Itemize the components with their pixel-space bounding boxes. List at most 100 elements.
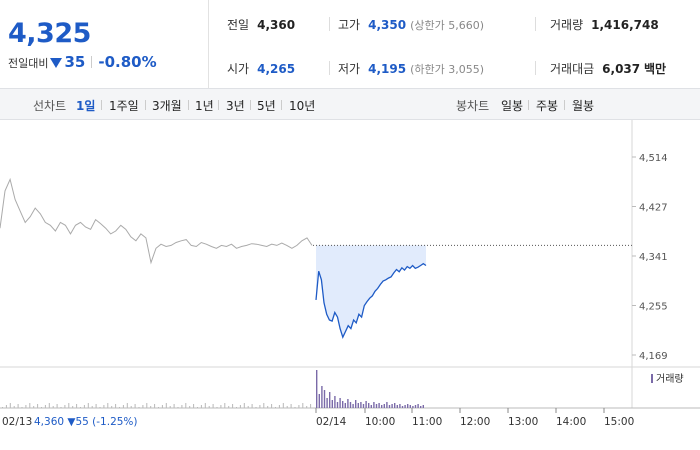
prev-day-label: 02/13 <box>2 416 32 428</box>
volume-bar <box>243 403 245 408</box>
tab-daily-candle[interactable]: 일봉 <box>501 99 524 113</box>
divider <box>218 100 219 110</box>
tab-1y[interactable]: 1년 <box>195 99 214 113</box>
volume-bar <box>212 404 214 408</box>
divider <box>329 17 330 31</box>
volume-bar <box>2 407 3 408</box>
volume-bar <box>334 396 336 408</box>
divider <box>101 100 102 110</box>
volume-bar <box>370 405 372 408</box>
volume-bar <box>381 405 383 408</box>
tab-10y[interactable]: 10년 <box>289 99 316 113</box>
volume-bar <box>122 405 124 408</box>
divider <box>535 61 536 75</box>
volume-bar <box>83 405 85 408</box>
volume-bar <box>25 405 27 408</box>
volume-bar <box>111 406 113 408</box>
volume-bar <box>107 403 109 408</box>
volume-label: 거래량 <box>550 18 584 32</box>
y-tick-label: 4,427 <box>639 203 668 214</box>
y-tick-label: 4,255 <box>639 302 668 313</box>
volume-bar <box>204 403 206 408</box>
divider <box>535 17 536 31</box>
tab-3m[interactable]: 3개월 <box>152 99 182 113</box>
volume-bar <box>103 405 105 408</box>
divider <box>329 61 330 75</box>
volume-bar <box>48 403 50 408</box>
volume-bar <box>294 407 296 408</box>
volume-bar <box>404 405 406 408</box>
volume-bar <box>154 404 156 408</box>
amount-value: 6,037 <box>602 62 641 76</box>
volume-bar <box>352 404 354 408</box>
volume-bar <box>344 403 346 408</box>
volume-bar <box>326 398 328 408</box>
volume-bar <box>95 404 97 408</box>
volume-bar <box>420 406 422 408</box>
volume-bar <box>388 405 391 408</box>
tab-1d[interactable]: 1일 <box>76 99 96 113</box>
volume-bar <box>208 406 210 408</box>
trade-amount: 거래대금 6,037 백만 <box>550 60 666 77</box>
volume-bars <box>2 370 424 408</box>
divider <box>528 100 529 110</box>
volume-value: 1,416,748 <box>591 18 659 32</box>
volume-bar <box>355 400 357 408</box>
volume-bar <box>321 386 323 408</box>
prev-close-label: 전일 <box>227 18 250 32</box>
divider <box>564 100 565 110</box>
volume-legend-swatch <box>651 374 653 383</box>
divider <box>281 100 282 110</box>
volume-bar <box>298 405 300 408</box>
volume-bar <box>158 407 159 408</box>
volume-bar <box>9 403 11 408</box>
below-prev-close-fill <box>316 245 426 338</box>
volume-bar <box>173 404 175 408</box>
low-price: 저가 4,195 (하한가 3,055) <box>338 60 484 77</box>
tab-3y[interactable]: 3년 <box>226 99 245 113</box>
volume-bar <box>177 407 179 408</box>
high-value: 4,350 <box>368 18 407 32</box>
volume-bar <box>323 390 326 408</box>
volume-bar <box>130 406 132 408</box>
volume-bar <box>64 405 66 408</box>
down-arrow-icon <box>50 58 63 68</box>
divider <box>91 56 93 68</box>
tab-5y[interactable]: 5년 <box>257 99 276 113</box>
volume-bar <box>44 405 46 408</box>
tab-weekly-candle[interactable]: 주봉 <box>536 99 559 113</box>
x-tick-label: 12:00 <box>460 416 490 428</box>
volume-bar <box>228 406 230 408</box>
volume-bar <box>193 404 195 408</box>
volume-bar <box>275 407 276 408</box>
volume-bar <box>302 403 304 408</box>
volume-bar <box>72 406 74 408</box>
amount-label: 거래대금 <box>550 62 595 76</box>
volume-bar <box>286 406 288 408</box>
volume-bar <box>318 394 320 408</box>
tab-monthly-candle[interactable]: 월봉 <box>572 99 595 113</box>
quote-panel: 4,325 전일대비 35 -0.80% 전일 4,360 고가 4,350 (상한가 5… <box>0 0 700 88</box>
volume-bar <box>357 403 359 408</box>
lower-limit: (하한가 3,055) <box>410 63 484 76</box>
series-line-previous-day <box>0 177 313 265</box>
x-tick-label: 15:00 <box>604 416 634 428</box>
volume-bar <box>41 407 42 408</box>
tab-1w[interactable]: 1주일 <box>109 99 139 113</box>
x-tick-label: 14:00 <box>556 416 586 428</box>
volume-bar <box>142 405 144 408</box>
fill-area <box>316 245 426 338</box>
volume-bar <box>399 404 401 408</box>
volume-bar <box>263 403 265 408</box>
volume-bar <box>87 403 89 408</box>
volume-bar <box>255 407 257 408</box>
volume-bar <box>236 407 237 408</box>
line-chart-title: 선차트 <box>33 99 67 113</box>
volume-bar <box>68 403 70 408</box>
y-tick-label: 4,169 <box>639 351 668 362</box>
volume-bar <box>251 404 253 408</box>
period-bar: 선차트 1일 1주일 3개월 1년 3년 5년 10년 봉차트 일봉 주봉 월봉 <box>0 88 700 120</box>
volume-bar <box>391 404 393 408</box>
change-percent: -0.80% <box>98 53 157 71</box>
